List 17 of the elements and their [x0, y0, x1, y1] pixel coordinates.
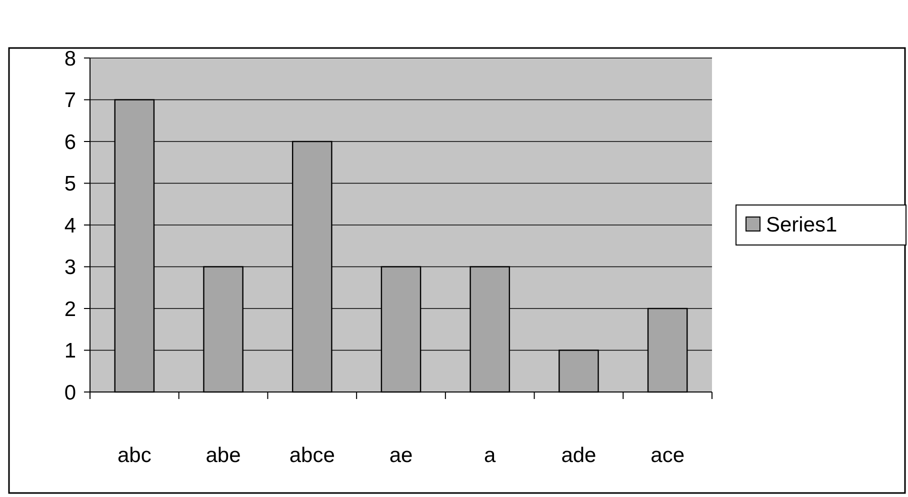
x-tick-label: ace	[650, 444, 684, 467]
x-tick-label: abc	[118, 444, 152, 467]
x-tick-label: abce	[289, 444, 335, 467]
x-tick-label: abe	[206, 444, 241, 467]
y-tick-label: 3	[64, 256, 76, 280]
y-tick-label: 7	[64, 89, 76, 112]
x-tick-label: ae	[389, 444, 413, 467]
x-tick-label: ade	[561, 444, 596, 467]
y-tick-label: 5	[64, 172, 76, 196]
x-tick-label: a	[484, 444, 496, 467]
y-tick-label: 6	[64, 130, 76, 154]
y-tick-label: 0	[64, 381, 76, 404]
y-tick-label: 8	[64, 47, 76, 70]
y-tick-label: 4	[64, 214, 76, 238]
legend-label: Series1	[766, 213, 838, 236]
y-tick-label: 1	[64, 340, 76, 363]
y-tick-label: 2	[64, 298, 76, 321]
